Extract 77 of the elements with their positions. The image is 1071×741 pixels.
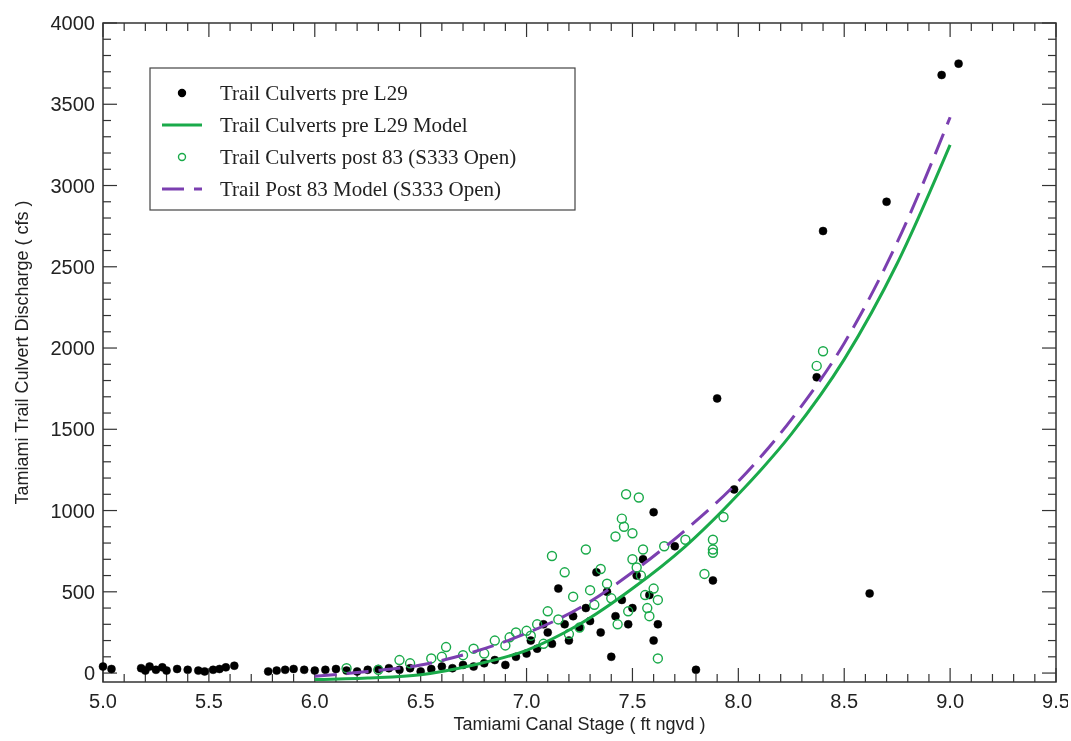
point: [394, 654, 405, 666]
point: [633, 492, 644, 503]
legend-label: Trail Culverts pre L29: [220, 81, 408, 105]
point: [811, 360, 822, 372]
point: [659, 541, 670, 552]
point: [426, 653, 437, 664]
point: [601, 578, 613, 589]
point: [468, 643, 479, 654]
x-axis-title: Tamiami Canal Stage ( ft ngvd ): [453, 714, 706, 734]
y-axis-title: Tamiami Trail Culvert Discharge ( cfs ): [12, 200, 32, 505]
x-tick-label: 7.0: [512, 690, 541, 712]
y-tick-label: 0: [83, 662, 95, 685]
y-tick-label: 4000: [50, 12, 95, 34]
point: [639, 589, 651, 601]
point: [718, 511, 729, 523]
point: [521, 625, 532, 637]
y-tick-label: 3500: [50, 93, 95, 116]
point: [584, 584, 596, 596]
legend-label: Trail Post 83 Model (S333 Open): [220, 177, 501, 201]
point: [580, 544, 592, 555]
point: [595, 563, 606, 575]
point: [612, 619, 623, 630]
point: [680, 534, 691, 545]
point: [644, 610, 655, 622]
point: [563, 628, 575, 640]
point: [510, 627, 522, 638]
x-tick-label: 5.5: [194, 690, 223, 712]
x-tick-label: 5.0: [89, 690, 117, 712]
point: [610, 531, 621, 542]
x-tick-label: 7.5: [618, 690, 647, 712]
point: [504, 632, 515, 643]
point: [652, 594, 664, 606]
y-tick-label: 1000: [50, 499, 95, 522]
point: [542, 606, 553, 617]
point: [652, 653, 664, 664]
point: [616, 513, 628, 524]
point: [635, 570, 647, 581]
legend-label: Trail Culverts post 83 (S333 Open): [220, 145, 517, 169]
point: [341, 662, 352, 674]
point: [525, 630, 536, 641]
point: [637, 544, 649, 555]
point: [642, 602, 653, 614]
point: [623, 606, 634, 617]
x-tick-label: 8.0: [724, 690, 753, 712]
point: [559, 567, 570, 578]
point: [699, 568, 710, 580]
point: [500, 640, 511, 651]
point: [589, 599, 600, 610]
y-tick-label: 3000: [50, 174, 95, 197]
point: [546, 550, 558, 562]
point: [440, 641, 452, 653]
x-tick-label: 8.5: [830, 690, 859, 712]
legend-label: Trail Culverts pre L29 Model: [220, 113, 468, 137]
point: [553, 614, 564, 625]
y-tick-label: 2000: [50, 337, 95, 360]
point: [404, 658, 416, 669]
point: [817, 346, 829, 357]
point: [538, 638, 549, 650]
point: [631, 562, 642, 573]
point: [489, 635, 500, 646]
point: [620, 489, 632, 500]
point: [618, 521, 630, 532]
point: [707, 534, 719, 545]
point: [627, 528, 638, 539]
point: [648, 583, 659, 594]
point: [627, 554, 638, 565]
point: [479, 648, 490, 659]
x-tick-label: 6.5: [406, 690, 435, 712]
point: [567, 591, 579, 602]
y-tick-label: 2500: [50, 255, 95, 278]
point: [436, 651, 448, 663]
point: [457, 649, 469, 661]
point: [606, 593, 617, 604]
y-tick-label: 500: [61, 580, 95, 603]
y-tick-label: 1500: [50, 418, 95, 441]
x-tick-label: 9.0: [936, 690, 965, 712]
x-tick-label: 6.0: [300, 690, 329, 712]
